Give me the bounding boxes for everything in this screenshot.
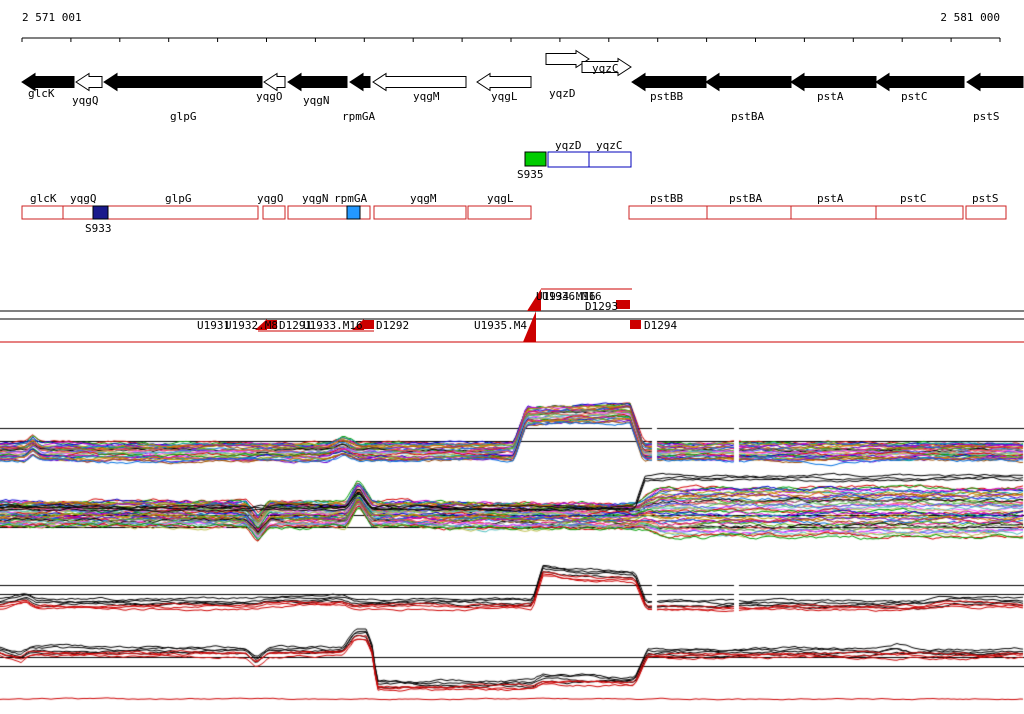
utr-label-yqzd: yqzD: [555, 139, 582, 152]
operon-label-yqgl: yqgL: [487, 192, 514, 205]
operon-pstc-box[interactable]: [875, 205, 964, 220]
probe-label-d1292: D1292: [376, 319, 409, 332]
probe-label-d1293: D1293: [585, 300, 618, 313]
gene-psta-arrow[interactable]: [790, 72, 877, 92]
gene-yqgl-arrow[interactable]: [476, 72, 532, 92]
gene-label-yqgm: yqgM: [413, 90, 440, 103]
gene-label-yqzd: yqzD: [549, 87, 576, 100]
probe-label-d1294: D1294: [644, 319, 677, 332]
gene-label-yqgn: yqgN: [303, 94, 330, 107]
probe-label-u1936-m16: U1936.M16: [542, 290, 602, 303]
feature-label-s933: S933: [85, 222, 112, 235]
gene-label-pstc: pstC: [901, 90, 928, 103]
operon-label-pstbb: pstBB: [650, 192, 683, 205]
probe-breakpoint-down-marker[interactable]: [616, 300, 630, 309]
probe-breakpoint-up-marker[interactable]: [527, 289, 541, 311]
operon-glpg-box[interactable]: [107, 205, 259, 220]
operon-label-glck: glcK: [30, 192, 57, 205]
operon-yqgm-box[interactable]: [373, 205, 467, 220]
gene-pstbb-arrow[interactable]: [631, 72, 707, 92]
probe-label-u1932-m8: U1932.M8: [225, 319, 278, 332]
gene-psts-arrow[interactable]: [966, 72, 1024, 92]
ruler-end-coordinate: 2 581 000: [940, 11, 1000, 24]
gene-rpmga-arrow[interactable]: [349, 72, 371, 92]
probe-breakpoint-up-marker[interactable]: [523, 311, 536, 342]
operon-label-yqgq: yqgQ: [70, 192, 97, 205]
gene-label-pstbb: pstBB: [650, 90, 683, 103]
probe-breakpoint-up-marker[interactable]: [255, 319, 267, 330]
gene-glpg-arrow[interactable]: [103, 72, 263, 92]
gene-label-psts: pstS: [973, 110, 1000, 123]
feature-label-s935: S935: [517, 168, 544, 181]
operon-label-pstba: pstBA: [729, 192, 762, 205]
operon-label-yqgo: yqgO: [257, 192, 284, 205]
operon-glck-box[interactable]: [21, 205, 64, 220]
gene-yqgo-arrow[interactable]: [263, 72, 286, 92]
feature-rpmga-segment-box[interactable]: [346, 205, 361, 220]
gene-glck-arrow[interactable]: [21, 72, 75, 92]
probe-breakpoint-down-marker[interactable]: [630, 320, 641, 329]
gene-yqgq-arrow[interactable]: [75, 72, 103, 92]
utr-box-yqzd[interactable]: [547, 151, 590, 168]
feature-s933-box[interactable]: [92, 205, 109, 220]
feature-s935-box[interactable]: [524, 151, 547, 167]
probe-label-u1933-m16: U1933.M16: [303, 319, 363, 332]
gene-label-pstba: pstBA: [731, 110, 764, 123]
operon-label-yqgn: yqgN: [302, 192, 329, 205]
gene-label-yqgo: yqgO: [256, 90, 283, 103]
operon-label-psts: pstS: [972, 192, 999, 205]
operon-psts-box[interactable]: [965, 205, 1007, 220]
gene-pstba-arrow[interactable]: [705, 72, 792, 92]
gene-label-rpmga: rpmGA: [342, 110, 375, 123]
gene-yqzc-arrow[interactable]: [581, 57, 632, 77]
probe-label-d1291: D1291: [279, 319, 312, 332]
probe-breakpoint-down-marker[interactable]: [364, 320, 374, 329]
utr-label-yqzc: yqzC: [596, 139, 623, 152]
operon-yqgl-box[interactable]: [467, 205, 532, 220]
gene-label-yqzc: yqzC: [592, 62, 619, 75]
probe-label-u1934-m16: U1934.M16: [536, 290, 596, 303]
gene-label-yqgl: yqgL: [491, 90, 518, 103]
operon-label-yqgm: yqgM: [410, 192, 437, 205]
probe-breakpoint-up-marker[interactable]: [352, 319, 364, 330]
utr-box-yqzc[interactable]: [588, 151, 632, 168]
gene-label-yqgq: yqgQ: [72, 94, 99, 107]
operon-pstba-box[interactable]: [706, 205, 792, 220]
operon-label-psta: pstA: [817, 192, 844, 205]
probe-breakpoint-down-marker[interactable]: [267, 320, 277, 329]
operon-yqgo-box[interactable]: [262, 205, 286, 220]
probe-label-u1931: U1931: [197, 319, 230, 332]
gene-label-glck: glcK: [28, 87, 55, 100]
ruler-start-coordinate: 2 571 001: [22, 11, 82, 24]
gene-yqgm-arrow[interactable]: [372, 72, 467, 92]
operon-pstbb-box[interactable]: [628, 205, 708, 220]
operon-yqgn-box[interactable]: [287, 205, 348, 220]
gene-pstc-arrow[interactable]: [875, 72, 965, 92]
gene-yqzd-arrow[interactable]: [545, 49, 590, 69]
operon-label-glpg: glpG: [165, 192, 192, 205]
operon-label-rpmga: rpmGA: [334, 192, 367, 205]
operon-psta-box[interactable]: [790, 205, 877, 220]
gene-label-psta: pstA: [817, 90, 844, 103]
probe-label-u1935-m4: U1935.M4: [474, 319, 527, 332]
gene-yqgn-arrow[interactable]: [287, 72, 348, 92]
gene-label-glpg: glpG: [170, 110, 197, 123]
operon-label-pstc: pstC: [900, 192, 927, 205]
